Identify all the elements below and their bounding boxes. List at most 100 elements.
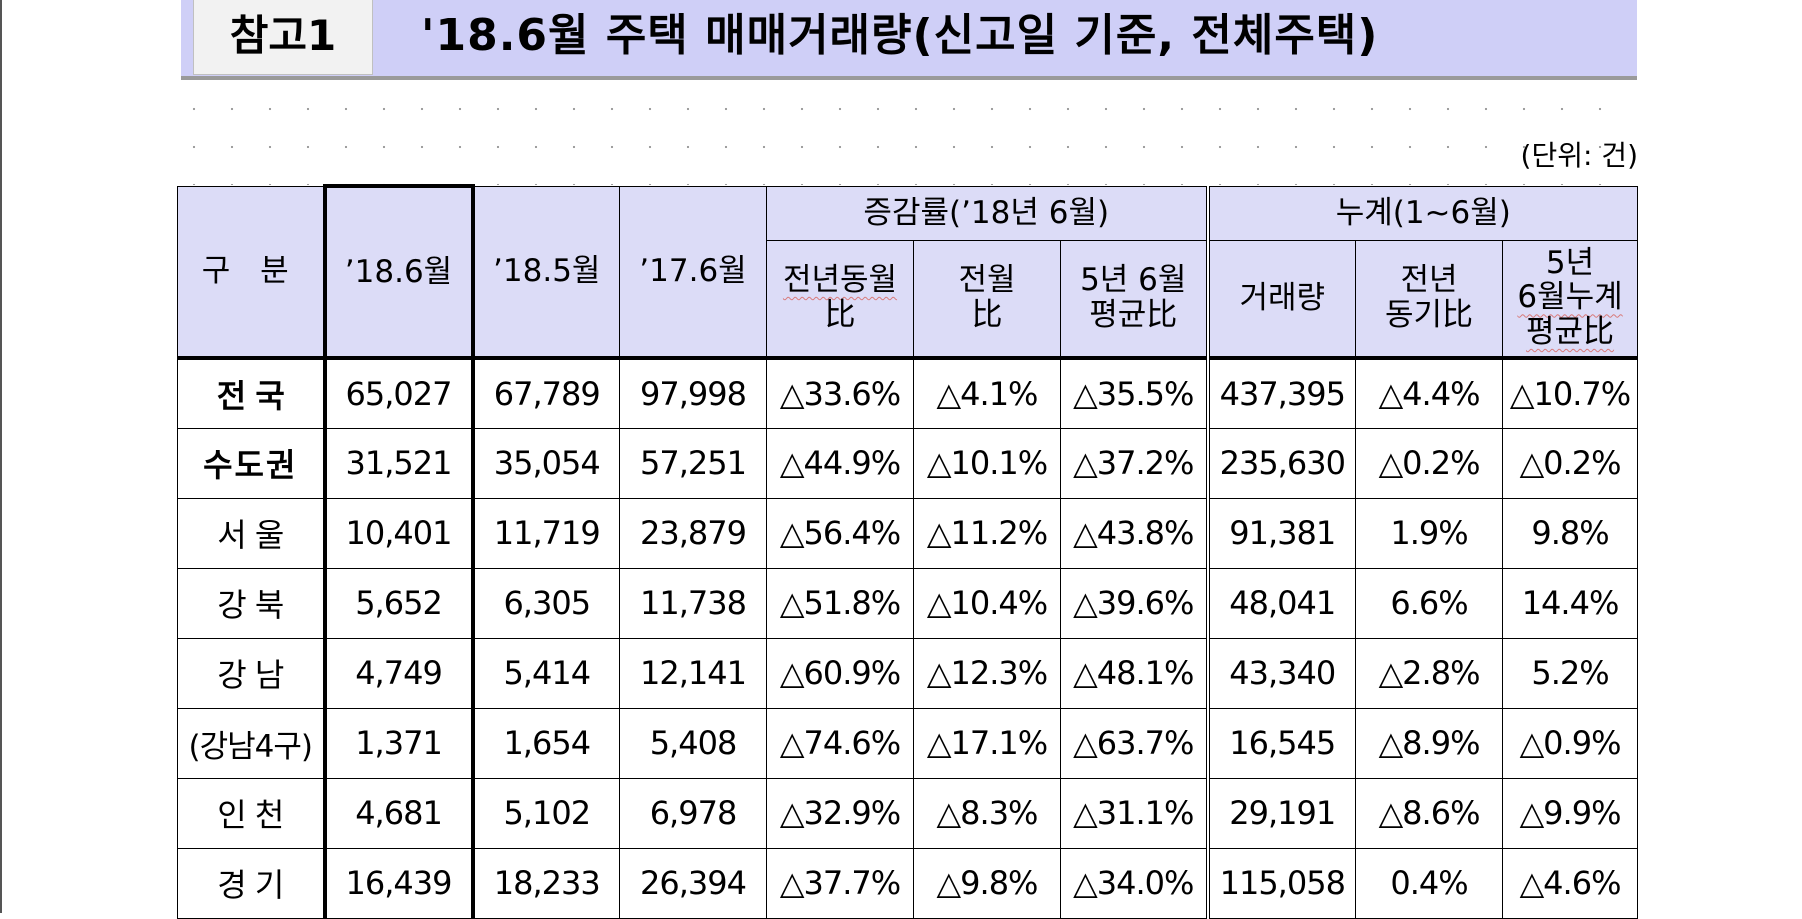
cell-yoy: △56.4%: [766, 497, 914, 569]
table-row: 인 천 4,681 5,102 6,978 △32.9% △8.3% △31.1…: [177, 777, 1639, 849]
cell-yoy: △44.9%: [766, 427, 914, 499]
header-group-rate: 증감률(’18년 6월): [765, 185, 1209, 241]
table-row: (강남4구) 1,371 1,654 5,408 △74.6% △17.1% △…: [177, 707, 1639, 779]
cell-avg5: △31.1%: [1059, 777, 1209, 849]
row-label: 전 국: [177, 356, 325, 429]
header-cum-yoy: 전년 동기比: [1355, 239, 1504, 359]
header-cum-yoy-line1: 전년: [1400, 262, 1458, 299]
cell-cum-yoy: △8.9%: [1355, 707, 1504, 779]
cell-1706: 26,394: [619, 847, 767, 919]
cell-cum-avg5: △4.6%: [1502, 847, 1639, 919]
cell-1806: 10,401: [322, 497, 475, 569]
cell-1806: 31,521: [322, 427, 475, 499]
cell-cum-yoy: △4.4%: [1355, 356, 1504, 429]
cell-cum: 29,191: [1205, 777, 1357, 849]
header-1806: ’18.6월: [322, 184, 475, 359]
header-1706: ’17.6월: [619, 185, 767, 359]
row-label: (강남4구): [177, 707, 325, 779]
cell-1706: 97,998: [619, 356, 767, 429]
unit-label: (단위: 건): [1520, 139, 1638, 172]
cell-avg5: △48.1%: [1059, 637, 1209, 709]
cell-cum: 48,041: [1205, 567, 1357, 639]
header-rate-5y-line2: 평균比: [1089, 296, 1178, 333]
document-title: '18.6월 주택 매매거래량(신고일 기준, 전체주택): [421, 10, 1379, 61]
header-rate-5y: 5년 6월 평균比: [1059, 239, 1209, 359]
cell-avg5: △63.7%: [1059, 707, 1209, 779]
cell-cum-yoy: △8.6%: [1355, 777, 1504, 849]
cell-cum-avg5: △0.9%: [1502, 707, 1639, 779]
cell-1706: 57,251: [619, 427, 767, 499]
header-cum-5y-line1: 5년: [1545, 244, 1595, 281]
cell-1806: 4,681: [322, 777, 475, 849]
cell-yoy: △32.9%: [766, 777, 914, 849]
header-cum-volume: 거래량: [1205, 239, 1357, 359]
cell-cum-yoy: △2.8%: [1355, 637, 1504, 709]
cell-cum-avg5: 9.8%: [1502, 497, 1639, 569]
row-label: 인 천: [177, 777, 325, 849]
row-label: 서 울: [177, 497, 325, 569]
cell-cum-yoy: △0.2%: [1355, 427, 1504, 499]
cell-yoy: △33.6%: [766, 356, 914, 429]
cell-cum: 235,630: [1205, 427, 1357, 499]
header-cum-5y-line3: 평균比: [1526, 314, 1615, 351]
cell-1805: 35,054: [472, 427, 620, 499]
cell-1805: 5,102: [472, 777, 620, 849]
header-cum-5y: 5년 6월누계 평균比: [1502, 239, 1639, 359]
header-category: 구 분: [177, 185, 325, 359]
cell-cum: 115,058: [1205, 847, 1357, 919]
table-row: 경 기 16,439 18,233 26,394 △37.7% △9.8% △3…: [177, 847, 1639, 919]
cell-avg5: △43.8%: [1059, 497, 1209, 569]
header-rate-5y-line1: 5년 6월: [1080, 262, 1187, 299]
cell-cum-avg5: 5.2%: [1502, 637, 1639, 709]
cell-1805: 1,654: [472, 707, 620, 779]
header-rate-mom-line1: 전월: [958, 262, 1016, 299]
cell-1706: 11,738: [619, 567, 767, 639]
cell-1805: 5,414: [472, 637, 620, 709]
table-row: 전 국 65,027 67,789 97,998 △33.6% △4.1% △3…: [177, 356, 1639, 429]
cell-cum-yoy: 1.9%: [1355, 497, 1504, 569]
cell-1806: 1,371: [322, 707, 475, 779]
cell-1806: 65,027: [322, 356, 475, 429]
header-group-cumulative: 누계(1∼6월): [1205, 185, 1639, 241]
cell-avg5: △35.5%: [1059, 356, 1209, 429]
cell-cum: 16,545: [1205, 707, 1357, 779]
cell-1805: 18,233: [472, 847, 620, 919]
header-row-1: 구 분 ’18.6월 ’18.5월 ’17.6월 증감률(’18년 6월) 누계…: [177, 184, 1639, 359]
cell-1805: 11,719: [472, 497, 620, 569]
cell-cum: 91,381: [1205, 497, 1357, 569]
table-row: 서 울 10,401 11,719 23,879 △56.4% △11.2% △…: [177, 497, 1639, 569]
header-rate-mom-line2: 比: [971, 296, 1003, 333]
cell-mom: △17.1%: [913, 707, 1061, 779]
cell-cum-avg5: △9.9%: [1502, 777, 1639, 849]
cell-yoy: △37.7%: [766, 847, 914, 919]
row-label: 강 남: [177, 637, 325, 709]
cell-mom: △11.2%: [913, 497, 1061, 569]
cell-1806: 16,439: [322, 847, 475, 919]
header-rate-yoy-line1: 전년동월: [782, 262, 898, 299]
table-row: 강 북 5,652 6,305 11,738 △51.8% △10.4% △39…: [177, 567, 1639, 639]
cell-1805: 67,789: [472, 356, 620, 429]
cell-cum-yoy: 6.6%: [1355, 567, 1504, 639]
cell-yoy: △74.6%: [766, 707, 914, 779]
row-label: 강 북: [177, 567, 325, 639]
row-label: 수도권: [177, 427, 325, 499]
cell-mom: △8.3%: [913, 777, 1061, 849]
cell-1706: 5,408: [619, 707, 767, 779]
transaction-table: 구 분 ’18.6월 ’18.5월 ’17.6월 증감률(’18년 6월) 누계…: [177, 184, 1639, 919]
cell-cum-avg5: △10.7%: [1502, 356, 1639, 429]
cell-avg5: △37.2%: [1059, 427, 1209, 499]
header-1805: ’18.5월: [472, 185, 620, 359]
cell-cum: 437,395: [1205, 356, 1357, 429]
cell-mom: △10.1%: [913, 427, 1061, 499]
cell-mom: △9.8%: [913, 847, 1061, 919]
table-row: 수도권 31,521 35,054 57,251 △44.9% △10.1% △…: [177, 427, 1639, 499]
cell-1806: 4,749: [322, 637, 475, 709]
cell-cum-avg5: 14.4%: [1502, 567, 1639, 639]
cell-1805: 6,305: [472, 567, 620, 639]
left-border-rule: [0, 0, 2, 913]
header-rate-yoy-line2: 比: [824, 296, 856, 333]
header-cum-yoy-line2: 동기比: [1384, 296, 1474, 333]
cell-avg5: △34.0%: [1059, 847, 1209, 919]
cell-1706: 23,879: [619, 497, 767, 569]
cell-mom: △4.1%: [913, 356, 1061, 429]
